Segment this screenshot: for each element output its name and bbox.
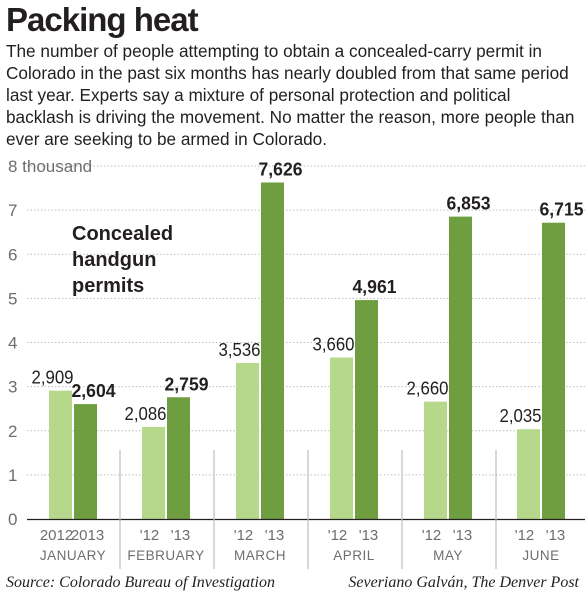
bar-2012	[517, 429, 540, 519]
value-label-2013: 6,853	[447, 194, 491, 214]
chart-annotation: Concealed handgun permits	[72, 223, 173, 297]
value-label-2012: 2,660	[407, 379, 449, 399]
chart-subtitle: The number of people attempting to obtai…	[6, 41, 575, 149]
bar-2012	[49, 390, 72, 519]
source-note: Source: Colorado Bureau of Investigation	[6, 574, 275, 591]
bar-2013	[355, 300, 378, 519]
chart-title: Packing heat	[6, 1, 199, 38]
x-year-label-2012: 2012	[40, 527, 73, 544]
bar-2012	[236, 362, 259, 519]
bar-2013	[261, 182, 284, 519]
x-year-label-2012: '12	[140, 527, 160, 544]
value-label-2012: 2,086	[125, 404, 167, 424]
x-year-label-2013: '13	[171, 527, 191, 544]
x-month-label: MAY	[433, 548, 463, 563]
value-label-2012: 2,909	[32, 368, 74, 388]
bars	[49, 182, 565, 519]
annotation-line: Concealed	[72, 223, 173, 245]
y-tick-label: 2	[8, 422, 17, 441]
bar-2012	[142, 426, 165, 519]
value-label-2013: 6,715	[540, 200, 584, 220]
x-year-label-2012: '12	[234, 527, 254, 544]
x-year-label-2013: '13	[546, 527, 566, 544]
bar-2013	[542, 222, 565, 519]
bar-2012	[330, 357, 353, 519]
x-month-label: APRIL	[333, 548, 375, 563]
value-label-2013: 2,604	[72, 381, 116, 401]
bar-2012	[424, 401, 447, 519]
x-month-label: JUNE	[522, 548, 559, 563]
bar-2013	[74, 404, 97, 519]
value-label-2012: 2,035	[500, 406, 542, 426]
value-label-2013: 4,961	[353, 277, 397, 297]
y-tick-label: 4	[8, 334, 17, 353]
y-tick-label: 3	[8, 378, 17, 397]
x-month-label: MARCH	[234, 548, 286, 563]
y-tick-label: 8 thousand	[8, 157, 92, 176]
credit-note: Severiano Galván, The Denver Post	[348, 574, 579, 591]
x-year-label-2012: '12	[328, 527, 348, 544]
y-tick-label: 7	[8, 201, 17, 220]
x-month-label: JANUARY	[40, 548, 106, 563]
y-tick-label: 5	[8, 289, 17, 308]
y-tick-label: 1	[8, 466, 17, 485]
x-year-label-2013: 2013	[71, 527, 104, 544]
y-axis-ticks: 0 1 2 3 4 5 6 7 8 thousand	[8, 157, 92, 529]
gridlines	[27, 165, 585, 476]
annotation-line: handgun	[72, 249, 156, 271]
y-tick-label: 6	[8, 245, 17, 264]
annotation-line: permits	[72, 275, 144, 297]
value-label-2013: 7,626	[259, 160, 303, 180]
x-year-label-2012: '12	[422, 527, 442, 544]
bar-2013	[449, 216, 472, 519]
x-month-label: FEBRUARY	[127, 548, 204, 563]
x-year-label-2013: '13	[359, 527, 379, 544]
value-label-2013: 2,759	[165, 374, 209, 394]
bar-2013	[167, 397, 190, 519]
y-tick-label: 0	[8, 510, 17, 529]
x-year-label-2013: '13	[265, 527, 285, 544]
x-year-label-2012: '12	[515, 527, 535, 544]
value-label-2012: 3,660	[313, 335, 355, 355]
x-year-label-2013: '13	[453, 527, 473, 544]
value-label-2012: 3,536	[219, 340, 261, 360]
